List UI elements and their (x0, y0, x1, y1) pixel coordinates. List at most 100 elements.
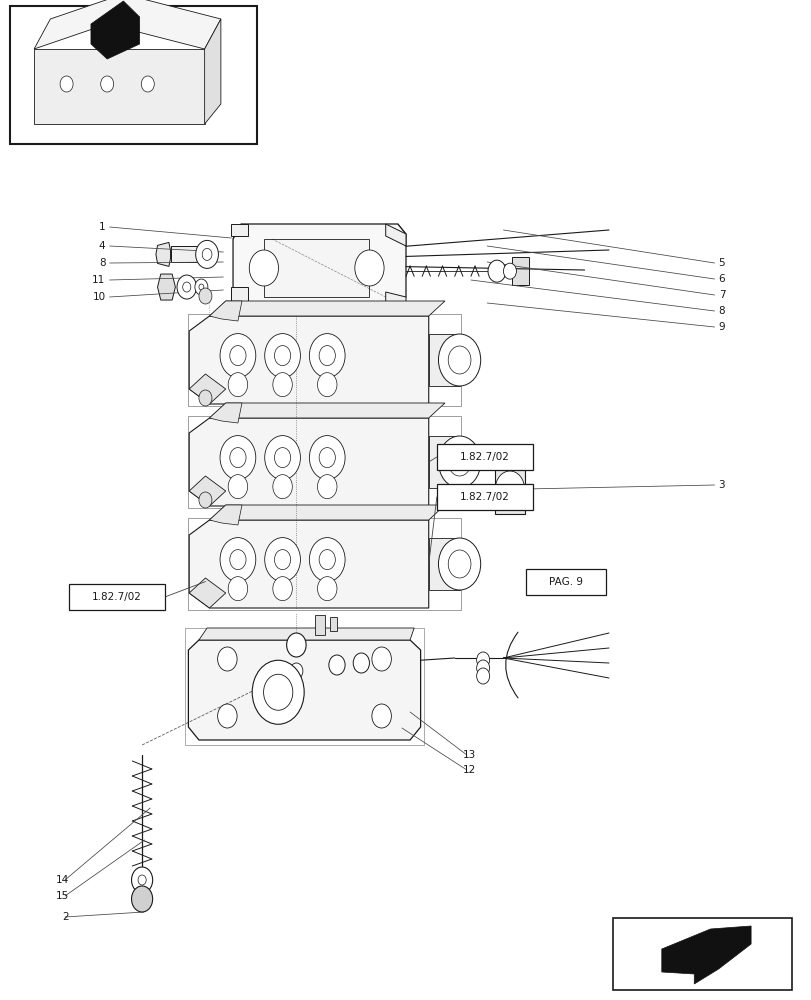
Polygon shape (157, 274, 175, 300)
Circle shape (264, 674, 293, 710)
Circle shape (438, 538, 480, 590)
Polygon shape (189, 520, 428, 608)
Circle shape (182, 282, 191, 292)
Text: 2: 2 (62, 912, 69, 922)
Circle shape (195, 279, 208, 295)
Polygon shape (511, 257, 529, 285)
Circle shape (354, 250, 384, 286)
Circle shape (317, 475, 337, 499)
Circle shape (220, 334, 255, 378)
Text: 8: 8 (99, 258, 105, 268)
Circle shape (101, 76, 114, 92)
Circle shape (60, 76, 73, 92)
Bar (612, 918, 791, 990)
Polygon shape (231, 287, 247, 307)
Bar (526, 569, 605, 595)
Circle shape (476, 668, 489, 684)
Circle shape (131, 886, 152, 912)
Circle shape (264, 538, 300, 582)
Circle shape (195, 240, 218, 268)
Circle shape (249, 250, 278, 286)
Bar (276, 645, 316, 663)
Polygon shape (204, 19, 221, 124)
Circle shape (274, 550, 290, 570)
Circle shape (476, 660, 489, 676)
Circle shape (228, 475, 247, 499)
Polygon shape (209, 403, 444, 418)
Bar (264, 239, 369, 297)
Text: 6: 6 (718, 274, 724, 284)
Circle shape (230, 550, 246, 570)
Polygon shape (188, 640, 420, 740)
Bar (436, 444, 532, 470)
Circle shape (138, 875, 146, 885)
Circle shape (272, 373, 292, 397)
Circle shape (264, 436, 300, 480)
Circle shape (199, 288, 212, 304)
Bar (329, 617, 336, 631)
Text: 9: 9 (718, 322, 724, 332)
Circle shape (309, 436, 345, 480)
Polygon shape (209, 403, 242, 423)
Polygon shape (209, 301, 444, 316)
Bar (10, 6, 257, 144)
Bar (187, 314, 461, 406)
Polygon shape (189, 418, 428, 506)
Circle shape (272, 577, 292, 601)
Text: 12: 12 (462, 765, 475, 775)
Circle shape (319, 550, 335, 570)
Circle shape (476, 652, 489, 668)
Polygon shape (189, 374, 225, 404)
Polygon shape (34, 0, 221, 49)
Text: 1: 1 (99, 222, 105, 232)
Polygon shape (209, 505, 444, 520)
Polygon shape (34, 49, 204, 124)
Polygon shape (199, 628, 414, 640)
Polygon shape (209, 301, 242, 321)
Bar (315, 615, 324, 635)
Text: 8: 8 (718, 306, 724, 316)
Circle shape (371, 704, 391, 728)
Text: 1.82.7/02: 1.82.7/02 (459, 452, 509, 462)
Circle shape (319, 448, 335, 468)
Text: 1.82.7/02: 1.82.7/02 (92, 592, 142, 602)
Polygon shape (189, 316, 428, 404)
Bar (170, 246, 203, 262)
Circle shape (177, 275, 196, 299)
Circle shape (131, 867, 152, 893)
Circle shape (199, 492, 212, 508)
Circle shape (495, 471, 524, 507)
Circle shape (274, 346, 290, 366)
Circle shape (319, 346, 335, 366)
Polygon shape (209, 505, 242, 525)
Text: 5: 5 (718, 258, 724, 268)
Circle shape (438, 334, 480, 386)
Bar (187, 518, 461, 610)
Text: 11: 11 (92, 275, 105, 285)
Circle shape (309, 334, 345, 378)
Circle shape (286, 633, 306, 657)
Circle shape (317, 373, 337, 397)
Circle shape (438, 436, 480, 488)
Polygon shape (495, 464, 530, 514)
Text: 13: 13 (462, 750, 475, 760)
Polygon shape (385, 224, 406, 246)
Text: 3: 3 (718, 480, 724, 490)
Polygon shape (233, 224, 406, 307)
Polygon shape (189, 476, 225, 506)
Polygon shape (156, 242, 170, 266)
Circle shape (230, 346, 246, 366)
Circle shape (199, 284, 204, 290)
Circle shape (487, 260, 505, 282)
Circle shape (217, 704, 237, 728)
Circle shape (317, 577, 337, 601)
Circle shape (230, 448, 246, 468)
Bar (187, 416, 461, 508)
Circle shape (202, 248, 212, 260)
Bar (428, 538, 459, 590)
Circle shape (264, 334, 300, 378)
Circle shape (448, 448, 470, 476)
Circle shape (199, 390, 212, 406)
Text: PAG. 9: PAG. 9 (548, 577, 582, 587)
Circle shape (309, 538, 345, 582)
